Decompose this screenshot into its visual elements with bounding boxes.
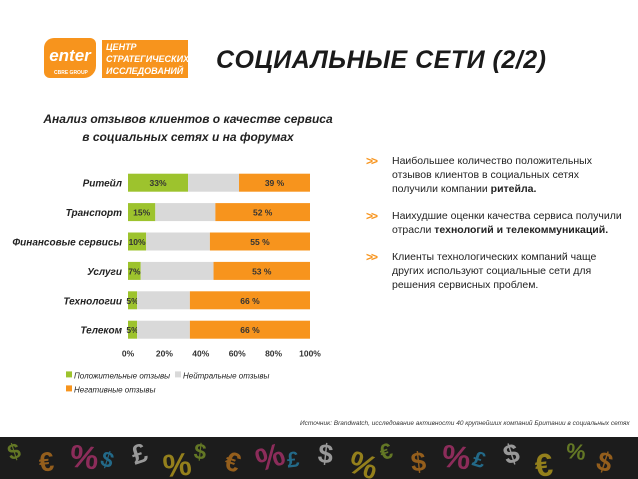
bar-segment: [215, 203, 310, 222]
data-label: 7%: [128, 266, 141, 276]
x-tick-label: 20%: [156, 348, 173, 358]
data-label: 39 %: [265, 178, 285, 188]
currency-symbol-icon: %: [344, 443, 383, 479]
double-arrow-icon: >>: [366, 250, 378, 264]
logo-tag-line: СТРАТЕГИЧЕСКИХ: [106, 54, 190, 64]
bar-segment: [189, 320, 310, 339]
logo-sub: CBRE GROUP: [54, 70, 88, 76]
logo-tag-line: ЦЕНТР: [106, 42, 137, 52]
currency-symbol-icon: %: [68, 437, 101, 477]
bar-segment: [128, 320, 138, 339]
currency-symbol-icon: £: [285, 446, 301, 473]
currency-symbol-icon: $: [97, 445, 117, 474]
data-label: 66 %: [240, 325, 260, 335]
legend-swatch: [66, 385, 72, 392]
bar-segment: [128, 291, 138, 310]
bar-segment: [128, 173, 189, 192]
x-tick-label: 0%: [122, 348, 135, 358]
source-note: Источник: Brandwatch, исследование актив…: [300, 420, 630, 427]
x-tick-label: 60%: [229, 348, 246, 358]
currency-symbol-icon: £: [127, 437, 152, 471]
data-label: 55 %: [250, 237, 270, 247]
legend-swatch: [66, 371, 72, 378]
logo-tag-line: ИССЛЕДОВАНИЙ: [106, 66, 184, 76]
bullet-item: >> Наихудшие оценки качества сервиса пол…: [366, 209, 626, 237]
bullet-text: Наихудшие оценки качества сервиса получи…: [392, 210, 622, 236]
bar-segment: [155, 203, 216, 222]
bullet-item: >> Наибольшее количество положительных о…: [366, 154, 626, 196]
double-arrow-icon: >>: [366, 154, 378, 168]
bullet-text: Наибольшее количество положительных отзы…: [392, 155, 592, 195]
bar-segment: [146, 232, 210, 251]
bar-segment: [128, 261, 141, 280]
data-label: 5%: [126, 325, 139, 335]
bar-segment: [128, 203, 156, 222]
bullet-text: Клиенты технологических компаний чаще др…: [392, 251, 597, 291]
category-label: Телеком: [80, 326, 122, 337]
bar-segment: [137, 291, 190, 310]
legend-swatch: [175, 371, 181, 378]
bar-segment: [189, 291, 310, 310]
data-label: 66 %: [240, 296, 260, 306]
x-tick-label: 80%: [265, 348, 282, 358]
bar-segment: [140, 261, 214, 280]
bar-segment: [188, 173, 240, 192]
currency-symbol-icon: $: [499, 437, 524, 471]
currency-symbol-icon: %: [564, 438, 587, 465]
data-label: 53 %: [252, 266, 272, 276]
footer-decoration: $ €% $ £% $ €% £ $% € $% £ $ €% $: [0, 437, 638, 479]
chart-title: Анализ отзывов клиентов о качестве серви…: [38, 110, 338, 146]
bullet-list: >> Наибольшее количество положительных о…: [366, 154, 626, 305]
data-label: 52 %: [253, 208, 273, 218]
page-title: СОЦИАЛЬНЫЕ СЕТИ (2/2): [216, 46, 547, 74]
bar-segment: [209, 232, 310, 251]
currency-symbol-icon: €: [220, 445, 245, 479]
currency-symbol-icon: $: [192, 438, 208, 465]
x-tick-label: 100%: [299, 348, 321, 358]
data-label: 15%: [133, 208, 150, 218]
chart-title-line: Анализ отзывов клиентов о качестве серви…: [43, 112, 333, 126]
bar-segment: [239, 173, 310, 192]
bar-segment: [137, 320, 190, 339]
currency-symbol-icon: $: [316, 438, 335, 470]
logo-tagline: ЦЕНТР СТРАТЕГИЧЕСКИХ ИССЛЕДОВАНИЙ: [102, 40, 190, 78]
currency-symbol-icon: %: [161, 445, 194, 479]
data-label: 10%: [129, 237, 146, 247]
currency-symbol-icon: %: [440, 437, 473, 477]
category-label: Финансовые сервисы: [12, 238, 122, 249]
logo-word: enter: [49, 46, 91, 65]
legend-label: Положительные отзывы: [74, 371, 170, 380]
bar-segment: [128, 232, 147, 251]
bullet-item: >> Клиенты технологических компаний чаще…: [366, 250, 626, 292]
bar-segment: [213, 261, 310, 280]
legend-label: Негативные отзывы: [74, 385, 156, 394]
bullet-bold: технологий и телекоммуникаций.: [434, 224, 609, 236]
currency-symbol-icon: €: [37, 446, 56, 478]
currency-symbol-icon: $: [409, 446, 428, 478]
currency-symbol-icon: £: [469, 445, 489, 474]
currency-symbol-icon: %: [250, 437, 290, 479]
category-label: Ритейл: [83, 179, 123, 190]
logo: enter CBRE GROUP: [44, 38, 96, 78]
currency-symbol-icon: $: [4, 437, 24, 466]
category-label: Технологии: [63, 296, 122, 307]
chart-subtitle-line: в социальных сетях и на форумах: [82, 130, 294, 144]
category-label: Услуги: [87, 267, 122, 278]
stacked-bar-chart: Ритейл 33% 39 % Транспорт 15% 52 % Финансовые …: [12, 173, 321, 394]
legend-label: Нейтральные отзывы: [183, 371, 270, 380]
bullet-bold: ритейла.: [490, 183, 537, 195]
double-arrow-icon: >>: [366, 209, 378, 223]
data-label: 5%: [126, 296, 139, 306]
currency-symbol-icon: €: [533, 446, 555, 479]
data-label: 33%: [150, 178, 167, 188]
category-label: Транспорт: [66, 208, 122, 219]
x-tick-label: 40%: [192, 348, 209, 358]
currency-symbol-icon: $: [592, 445, 617, 479]
